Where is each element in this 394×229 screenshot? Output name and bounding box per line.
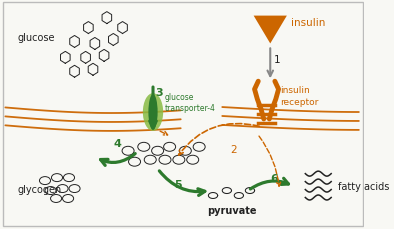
Text: 1: 1 (274, 55, 281, 65)
Text: glycogen: glycogen (17, 184, 61, 194)
Text: 2: 2 (230, 144, 237, 154)
Text: pyruvate: pyruvate (207, 205, 256, 215)
Text: fatty acids: fatty acids (338, 181, 389, 191)
Polygon shape (254, 16, 287, 44)
Text: glucose
transporter-4: glucose transporter-4 (165, 92, 216, 113)
Text: 3: 3 (156, 88, 164, 98)
Text: 6: 6 (270, 173, 278, 183)
Text: insulin: insulin (290, 17, 325, 27)
Text: glucose: glucose (17, 33, 55, 43)
Ellipse shape (149, 95, 158, 130)
Ellipse shape (143, 94, 163, 131)
Text: insulin
receptor: insulin receptor (281, 85, 319, 106)
Text: 4: 4 (113, 138, 121, 148)
Text: 5: 5 (174, 179, 182, 189)
